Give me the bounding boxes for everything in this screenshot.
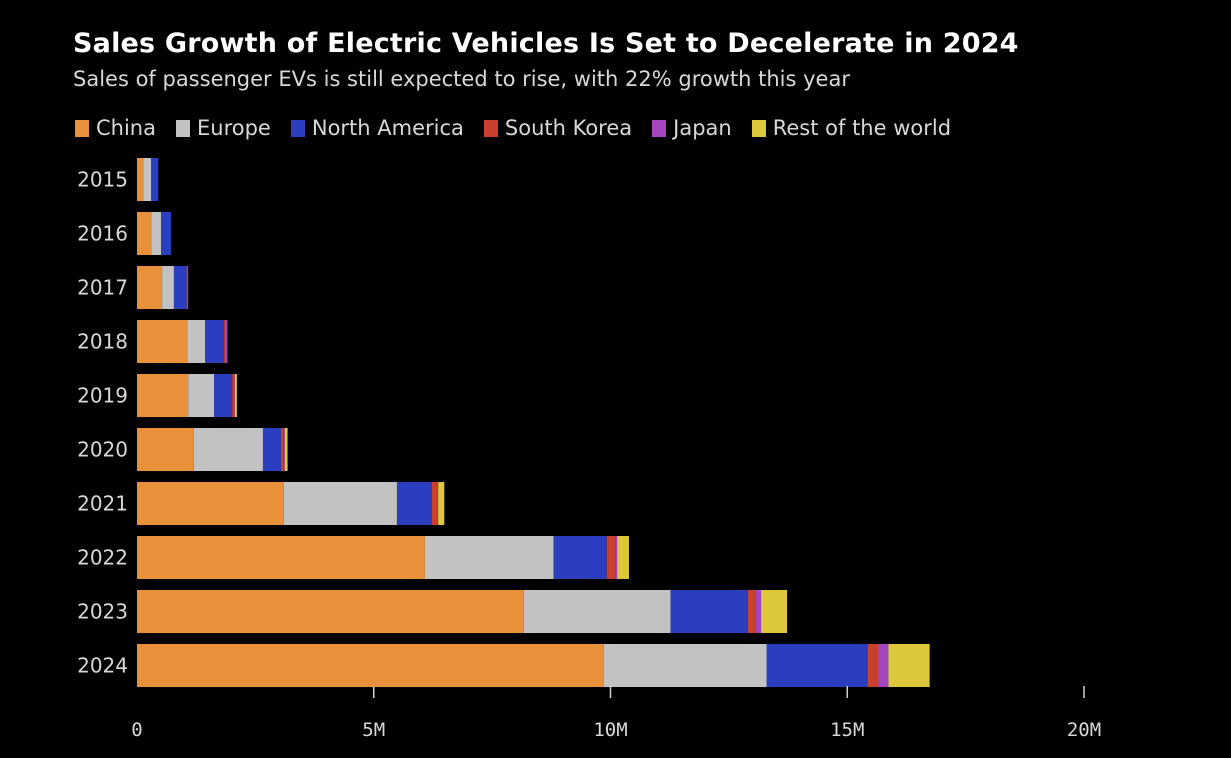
bar-2020-china <box>137 428 194 471</box>
bar-2019-south-korea <box>232 374 235 417</box>
bar-2016-europe <box>151 212 162 255</box>
bar-2018-japan <box>226 320 228 363</box>
bar-2023-rest-of-the-world <box>761 590 788 633</box>
legend-item-south-korea: South Korea <box>483 116 633 140</box>
legend-item-china: China <box>75 116 156 140</box>
legend-item-japan: Japan <box>652 116 732 140</box>
bar-2020-europe <box>193 428 263 471</box>
legend-swatch-rest-of-world <box>751 119 766 137</box>
bar-2023-north-america <box>670 590 748 633</box>
y-tick-label: 2019 <box>77 384 128 408</box>
y-tick-label: 2017 <box>77 276 128 300</box>
legend-swatch-europe <box>176 119 190 137</box>
bar-2020-north-america <box>262 428 281 471</box>
bar-2023-china <box>137 590 524 633</box>
bar-2019-north-america <box>214 374 233 417</box>
chart-title: Sales Growth of Electric Vehicles Is Set… <box>73 28 1019 59</box>
bar-2023-europe <box>523 590 671 633</box>
bar-2024-north-america <box>766 644 868 687</box>
bar-2015-north-america <box>151 158 159 201</box>
chart-subtitle: Sales of passenger EVs is still expected… <box>73 67 850 91</box>
bar-2021-north-america <box>396 482 432 525</box>
legend-swatch-china <box>75 119 89 137</box>
bar-2019-europe <box>188 374 215 417</box>
legend-label-south-korea: South Korea <box>504 116 633 140</box>
bar-2017-north-america <box>173 266 187 309</box>
legend-swatch-south-korea <box>483 119 498 137</box>
legend-label-europe: Europe <box>197 116 271 140</box>
bar-2018-north-america <box>205 320 225 363</box>
legend-label-north-america: North America <box>311 116 464 140</box>
bar-2019-japan <box>234 374 236 417</box>
bars-group <box>137 158 930 687</box>
legend-item-rest-of-world: Rest of the world <box>751 116 952 140</box>
bar-2022-south-korea <box>606 536 616 579</box>
y-tick-label: 2024 <box>77 654 128 678</box>
legend: China Europe North America South Korea J… <box>75 116 971 140</box>
x-tick-label: 0 <box>131 719 142 741</box>
bar-2023-south-korea <box>747 590 756 633</box>
bar-2022-rest-of-the-world <box>617 536 629 579</box>
y-tick-label: 2015 <box>77 168 128 192</box>
y-tick-label: 2018 <box>77 330 128 354</box>
bar-2020-japan <box>283 428 285 471</box>
bar-2015-china <box>137 158 144 201</box>
bar-2021-europe <box>283 482 397 525</box>
legend-label-japan: Japan <box>673 116 732 140</box>
bar-2018-china <box>137 320 188 363</box>
bar-2022-japan <box>615 536 618 579</box>
legend-label-china: China <box>96 116 156 140</box>
bar-2024-south-korea <box>867 644 879 687</box>
bar-2018-south-korea <box>224 320 227 363</box>
y-tick-label: 2023 <box>77 600 128 624</box>
bar-2022-china <box>137 536 425 579</box>
bar-2021-china <box>137 482 284 525</box>
bar-2019-rest-of-the-world <box>235 374 237 417</box>
x-tick-label: 5M <box>362 719 385 741</box>
legend-item-north-america: North America <box>290 116 464 140</box>
legend-swatch-north-america <box>290 119 305 137</box>
bar-2015-europe <box>143 158 152 201</box>
bar-2020-south-korea <box>280 428 284 471</box>
legend-swatch-japan <box>652 119 667 137</box>
x-tick-label: 15M <box>830 719 864 741</box>
legend-label-rest-of-world: Rest of the world <box>772 116 952 140</box>
bar-2024-japan <box>878 644 889 687</box>
bar-2017-europe <box>162 266 174 309</box>
bar-2017-japan <box>187 266 189 309</box>
y-tick-label: 2021 <box>77 492 128 516</box>
bar-2024-europe <box>603 644 767 687</box>
bar-2020-rest-of-the-world <box>284 428 288 471</box>
x-tick-label: 20M <box>1067 719 1101 741</box>
bar-2023-japan <box>755 590 762 633</box>
bar-2019-china <box>137 374 189 417</box>
y-tick-label: 2022 <box>77 546 128 570</box>
bar-2017-china <box>137 266 163 309</box>
y-tick-label: 2020 <box>77 438 128 462</box>
bar-2022-europe <box>424 536 554 579</box>
bar-2018-europe <box>187 320 206 363</box>
y-axis-labels: 2015 2016 2017 2018 2019 2020 2021 2022 2023 2024 <box>77 168 128 678</box>
bar-2017-south-korea <box>186 266 188 309</box>
x-tick-label: 10M <box>593 719 627 741</box>
bar-2021-japan <box>437 482 439 525</box>
bar-2021-rest-of-the-world <box>438 482 445 525</box>
y-tick-label: 2016 <box>77 222 128 246</box>
bar-2024-china <box>137 644 604 687</box>
bar-2016-north-america <box>161 212 172 255</box>
bar-2016-china <box>137 212 152 255</box>
x-axis: 0 5M 10M 15M 20M <box>131 686 1101 741</box>
bar-2024-rest-of-the-world <box>888 644 930 687</box>
legend-item-europe: Europe <box>176 116 271 140</box>
bar-2022-north-america <box>553 536 607 579</box>
bar-2021-south-korea <box>431 482 438 525</box>
